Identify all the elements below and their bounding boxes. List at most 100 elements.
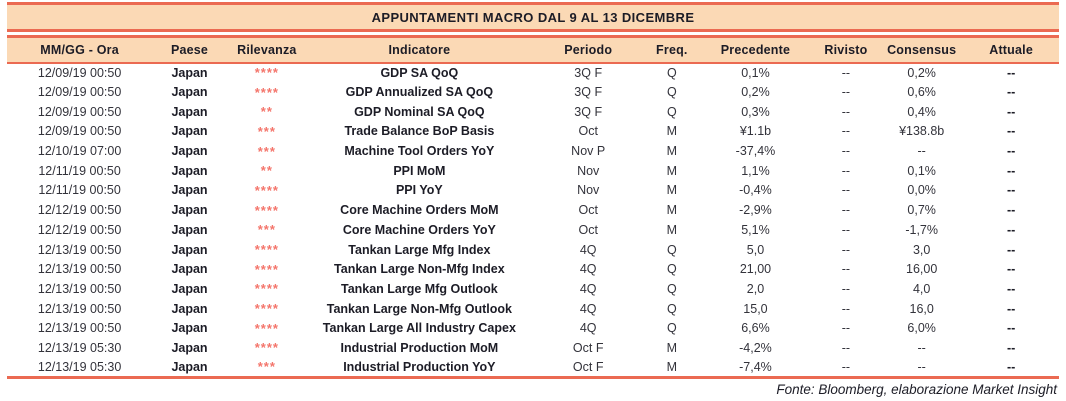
- col-header-rivisto: Rivisto: [811, 35, 881, 64]
- table-row: 12/12/19 00:50 Japan *** Core Machine Or…: [7, 220, 1059, 240]
- cell-rilevanza: ***: [257, 222, 276, 238]
- cell-datetime: 12/12/19 00:50: [37, 203, 122, 218]
- col-header-consensus: Consensus: [880, 35, 964, 64]
- cell-periodo: Oct F: [572, 359, 604, 374]
- cell-consensus: -1,7%: [905, 222, 938, 237]
- macro-events-table: MM/GG - Ora Paese Rilevanza Indicatore P…: [7, 35, 1059, 379]
- cell-attuale: --: [1006, 65, 1016, 80]
- col-header-datetime: MM/GG - Ora: [7, 35, 153, 64]
- cell-indicatore: PPI MoM: [393, 163, 446, 178]
- cell-consensus: 0,4%: [907, 104, 936, 119]
- cell-rivisto: --: [841, 144, 851, 159]
- col-header-indicatore: Indicatore: [306, 35, 532, 64]
- cell-periodo: 4Q: [579, 242, 597, 257]
- cell-precedente: -7,4%: [739, 359, 772, 374]
- cell-paese: Japan: [171, 183, 208, 198]
- col-header-paese: Paese: [152, 35, 227, 64]
- cell-periodo: Oct: [578, 124, 598, 139]
- cell-periodo: Oct: [578, 203, 598, 218]
- cell-periodo: Nov: [577, 163, 600, 178]
- cell-periodo: Oct: [578, 222, 598, 237]
- cell-freq: M: [666, 124, 678, 139]
- cell-rilevanza: ****: [254, 320, 279, 336]
- cell-precedente: -37,4%: [735, 144, 776, 159]
- cell-precedente: 0,3%: [741, 104, 770, 119]
- cell-rivisto: --: [841, 163, 851, 178]
- cell-indicatore: Core Machine Orders MoM: [340, 203, 499, 218]
- cell-periodo: Nov P: [571, 144, 606, 159]
- cell-indicatore: Industrial Production MoM: [340, 340, 499, 355]
- cell-periodo: 4Q: [579, 281, 597, 296]
- cell-freq: Q: [666, 321, 677, 336]
- table-row: 12/09/19 00:50 Japan *** Trade Balance B…: [7, 122, 1059, 142]
- cell-consensus: 0,0%: [907, 183, 936, 198]
- title-band: APPUNTAMENTI MACRO DAL 9 AL 13 DICEMBRE: [7, 2, 1059, 32]
- cell-paese: Japan: [171, 281, 208, 296]
- col-header-attuale: Attuale: [963, 35, 1059, 64]
- cell-rilevanza: ****: [254, 84, 279, 100]
- cell-attuale: --: [1006, 222, 1016, 237]
- cell-freq: Q: [666, 85, 677, 100]
- cell-indicatore: Tankan Large All Industry Capex: [322, 321, 516, 336]
- cell-attuale: --: [1006, 301, 1016, 316]
- cell-precedente: -4,2%: [739, 340, 772, 355]
- cell-periodo: 3Q F: [574, 85, 603, 100]
- cell-freq: M: [666, 222, 678, 237]
- cell-attuale: --: [1006, 262, 1016, 277]
- table-row: 12/09/19 00:50 Japan **** GDP Annualized…: [7, 82, 1059, 102]
- cell-periodo: 4Q: [579, 301, 597, 316]
- cell-consensus: 0,7%: [907, 203, 936, 218]
- cell-datetime: 12/10/19 07:00: [37, 144, 122, 159]
- table-row: 12/13/19 00:50 Japan **** Tankan Large M…: [7, 279, 1059, 299]
- cell-rilevanza: ***: [257, 143, 276, 159]
- cell-attuale: --: [1006, 183, 1016, 198]
- cell-indicatore: Tankan Large Non-Mfg Index: [334, 262, 505, 277]
- cell-indicatore: Core Machine Orders YoY: [342, 222, 496, 237]
- cell-attuale: --: [1006, 144, 1016, 159]
- table-row: 12/13/19 00:50 Japan **** Tankan Large N…: [7, 259, 1059, 279]
- cell-attuale: --: [1006, 281, 1016, 296]
- cell-freq: Q: [666, 65, 677, 80]
- cell-consensus: 3,0: [912, 242, 931, 257]
- cell-freq: Q: [666, 301, 677, 316]
- table-row: 12/13/19 05:30 Japan **** Industrial Pro…: [7, 338, 1059, 358]
- cell-rivisto: --: [841, 85, 851, 100]
- col-header-rilevanza: Rilevanza: [226, 35, 307, 64]
- cell-rivisto: --: [841, 321, 851, 336]
- cell-datetime: 12/13/19 00:50: [37, 321, 122, 336]
- cell-consensus: 6,0%: [907, 321, 936, 336]
- cell-paese: Japan: [171, 203, 208, 218]
- cell-precedente: 15,0: [743, 301, 768, 316]
- cell-rilevanza: ****: [254, 182, 279, 198]
- cell-rilevanza: ***: [257, 123, 276, 139]
- cell-datetime: 12/09/19 00:50: [37, 85, 122, 100]
- cell-precedente: 5,1%: [741, 222, 770, 237]
- cell-precedente: 0,2%: [741, 85, 770, 100]
- cell-precedente: -0,4%: [739, 183, 772, 198]
- cell-datetime: 12/12/19 00:50: [37, 222, 122, 237]
- cell-rilevanza: ***: [257, 359, 276, 375]
- table-body: 12/09/19 00:50 Japan **** GDP SA QoQ 3Q …: [7, 63, 1059, 378]
- table-row: 12/13/19 05:30 Japan *** Industrial Prod…: [7, 358, 1059, 378]
- cell-rivisto: --: [841, 301, 851, 316]
- cell-attuale: --: [1006, 359, 1016, 374]
- cell-datetime: 12/09/19 00:50: [37, 124, 122, 139]
- cell-consensus: 0,1%: [907, 163, 936, 178]
- cell-rivisto: --: [841, 281, 851, 296]
- cell-indicatore: Trade Balance BoP Basis: [344, 124, 495, 139]
- cell-freq: M: [666, 183, 678, 198]
- cell-freq: Q: [666, 242, 677, 257]
- cell-rivisto: --: [841, 124, 851, 139]
- cell-rivisto: --: [841, 222, 851, 237]
- table-row: 12/11/19 00:50 Japan ** PPI MoM Nov M 1,…: [7, 161, 1059, 181]
- cell-consensus: 0,2%: [907, 65, 936, 80]
- cell-periodo: Oct F: [572, 340, 604, 355]
- cell-datetime: 12/11/19 00:50: [38, 163, 121, 178]
- cell-precedente: 5,0: [746, 242, 765, 257]
- cell-rilevanza: ****: [254, 340, 279, 356]
- cell-indicatore: PPI YoY: [395, 183, 443, 198]
- cell-rivisto: --: [841, 359, 851, 374]
- cell-freq: M: [666, 144, 678, 159]
- table-row: 12/12/19 00:50 Japan **** Core Machine O…: [7, 200, 1059, 220]
- cell-datetime: 12/09/19 00:50: [37, 65, 122, 80]
